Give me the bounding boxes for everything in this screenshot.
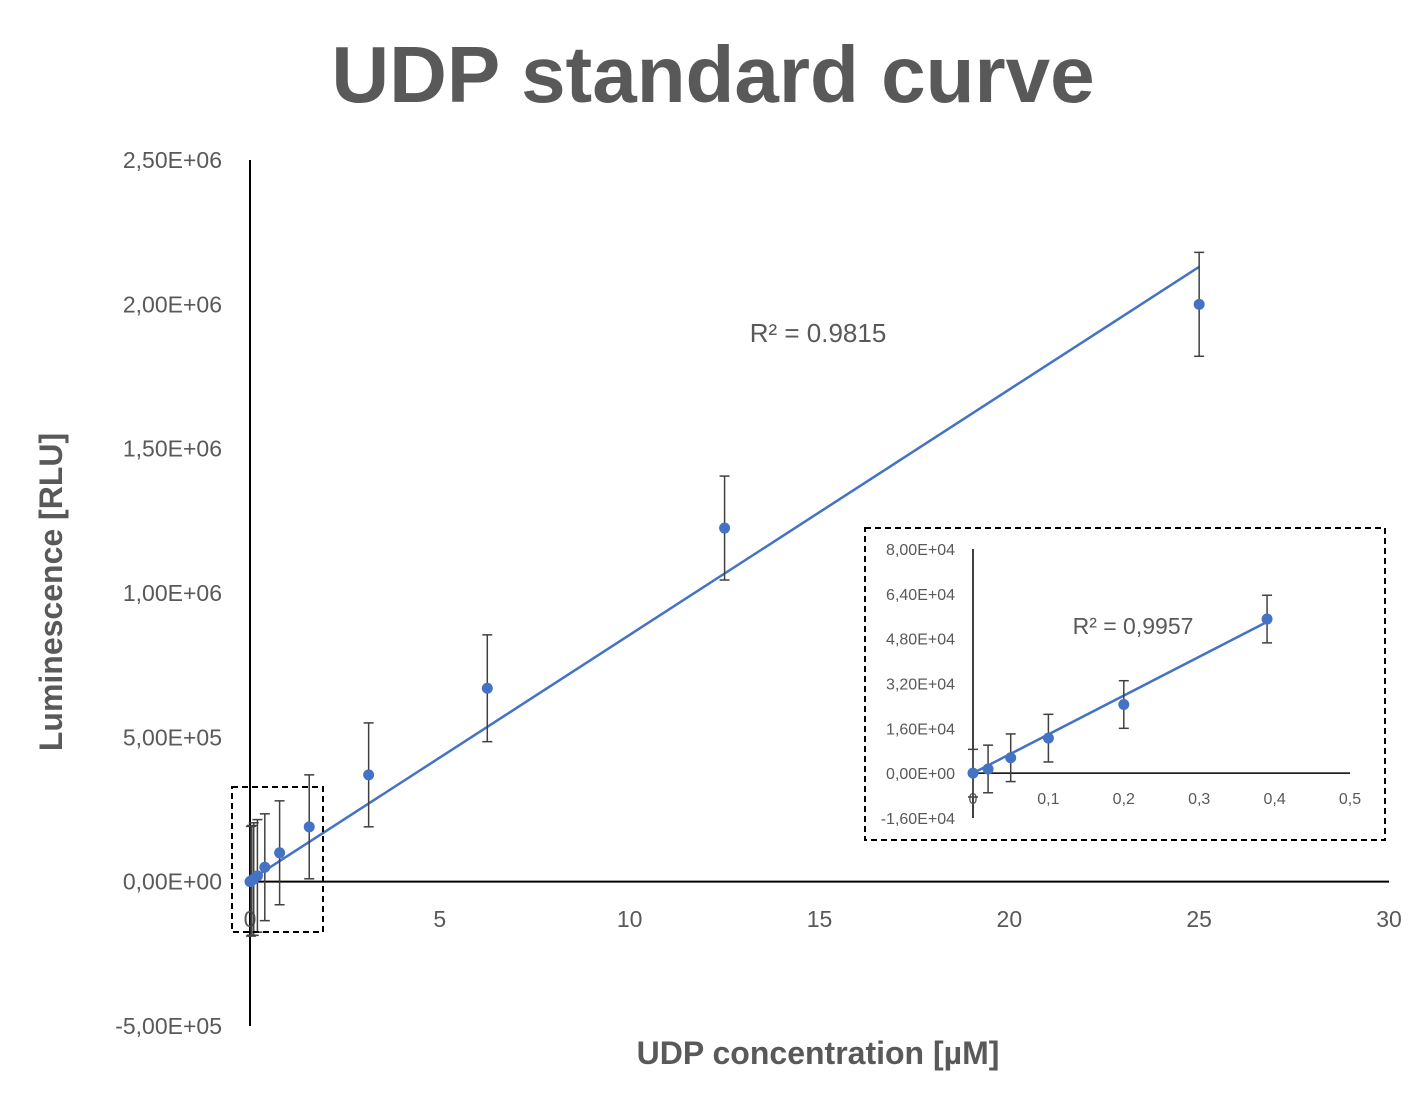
y-tick-label: 1,00E+06: [123, 580, 222, 606]
zoom-region-box: [231, 786, 324, 933]
inset-data-point: [967, 767, 979, 779]
inset-data-point: [1261, 613, 1273, 625]
y-tick-label: 2,50E+06: [123, 147, 222, 173]
data-point: [481, 682, 493, 694]
data-point: [1193, 298, 1205, 310]
chart-title: UDP standard curve: [331, 30, 1094, 119]
inset-y-tick-label: 3,20E+04: [886, 677, 955, 694]
y-axis-title: Luminescence [RLU]: [33, 433, 69, 751]
x-tick-label: 0: [244, 906, 257, 932]
inset-data-point: [1005, 752, 1017, 764]
inset-trendline: [972, 620, 1268, 775]
x-tick-label: 30: [1376, 906, 1402, 932]
y-tick-label: 5,00E+05: [123, 724, 222, 750]
data-point: [303, 821, 315, 833]
x-tick-label: 15: [807, 906, 833, 932]
inset-data-point: [1118, 699, 1130, 711]
inset-x-tick-label: 0,5: [1339, 791, 1361, 808]
data-point: [363, 769, 375, 781]
x-tick-label: 25: [1186, 906, 1212, 932]
inset-x-tick-label: 0,4: [1263, 791, 1285, 808]
x-tick-label: 5: [433, 906, 446, 932]
main-plot-area: -5,00E+05 0,00E+00 5,00E+05 1,00E+06 1,50E+0…: [115, 147, 1402, 1039]
x-axis-title: UDP concentration [µM]: [637, 1035, 1000, 1071]
data-point: [251, 870, 263, 882]
inset-x-tick-label: 0: [969, 791, 978, 808]
inset-x-tick-label: 0,3: [1188, 791, 1210, 808]
x-tick-label: 10: [617, 906, 643, 932]
inset-y-tick-label: -1,60E+04: [881, 811, 955, 828]
y-tick-label: 2,00E+06: [123, 291, 222, 317]
inset-y-tick-label: 6,40E+04: [886, 587, 955, 604]
x-tick-label: 20: [997, 906, 1023, 932]
inset-r-squared-annotation: R² = 0,9957: [1073, 613, 1194, 639]
r-squared-annotation: R² = 0.9815: [750, 318, 887, 348]
inset-y-tick-label: 8,00E+04: [886, 542, 955, 559]
inset-data-point: [1042, 732, 1054, 744]
data-point: [719, 522, 731, 534]
data-point: [259, 861, 271, 873]
inset-frame: [864, 527, 1386, 841]
inset-data-point: [982, 763, 994, 775]
inset-y-tick-label: 4,80E+04: [886, 632, 955, 649]
inset-y-tick-label: 0,00E+00: [886, 766, 955, 783]
inset-plot-area: -1,60E+04 0,00E+00 1,60E+04 3,20E+04 4,80E+0…: [881, 542, 1362, 828]
inset-x-tick-label: 0,2: [1113, 791, 1135, 808]
y-tick-label: -5,00E+05: [115, 1013, 222, 1039]
inset-x-tick-label: 0,1: [1037, 791, 1059, 808]
y-tick-label: 0,00E+00: [123, 869, 222, 895]
y-tick-label: 1,50E+06: [123, 436, 222, 462]
data-point: [274, 847, 286, 859]
inset-y-tick-label: 1,60E+04: [886, 721, 955, 738]
